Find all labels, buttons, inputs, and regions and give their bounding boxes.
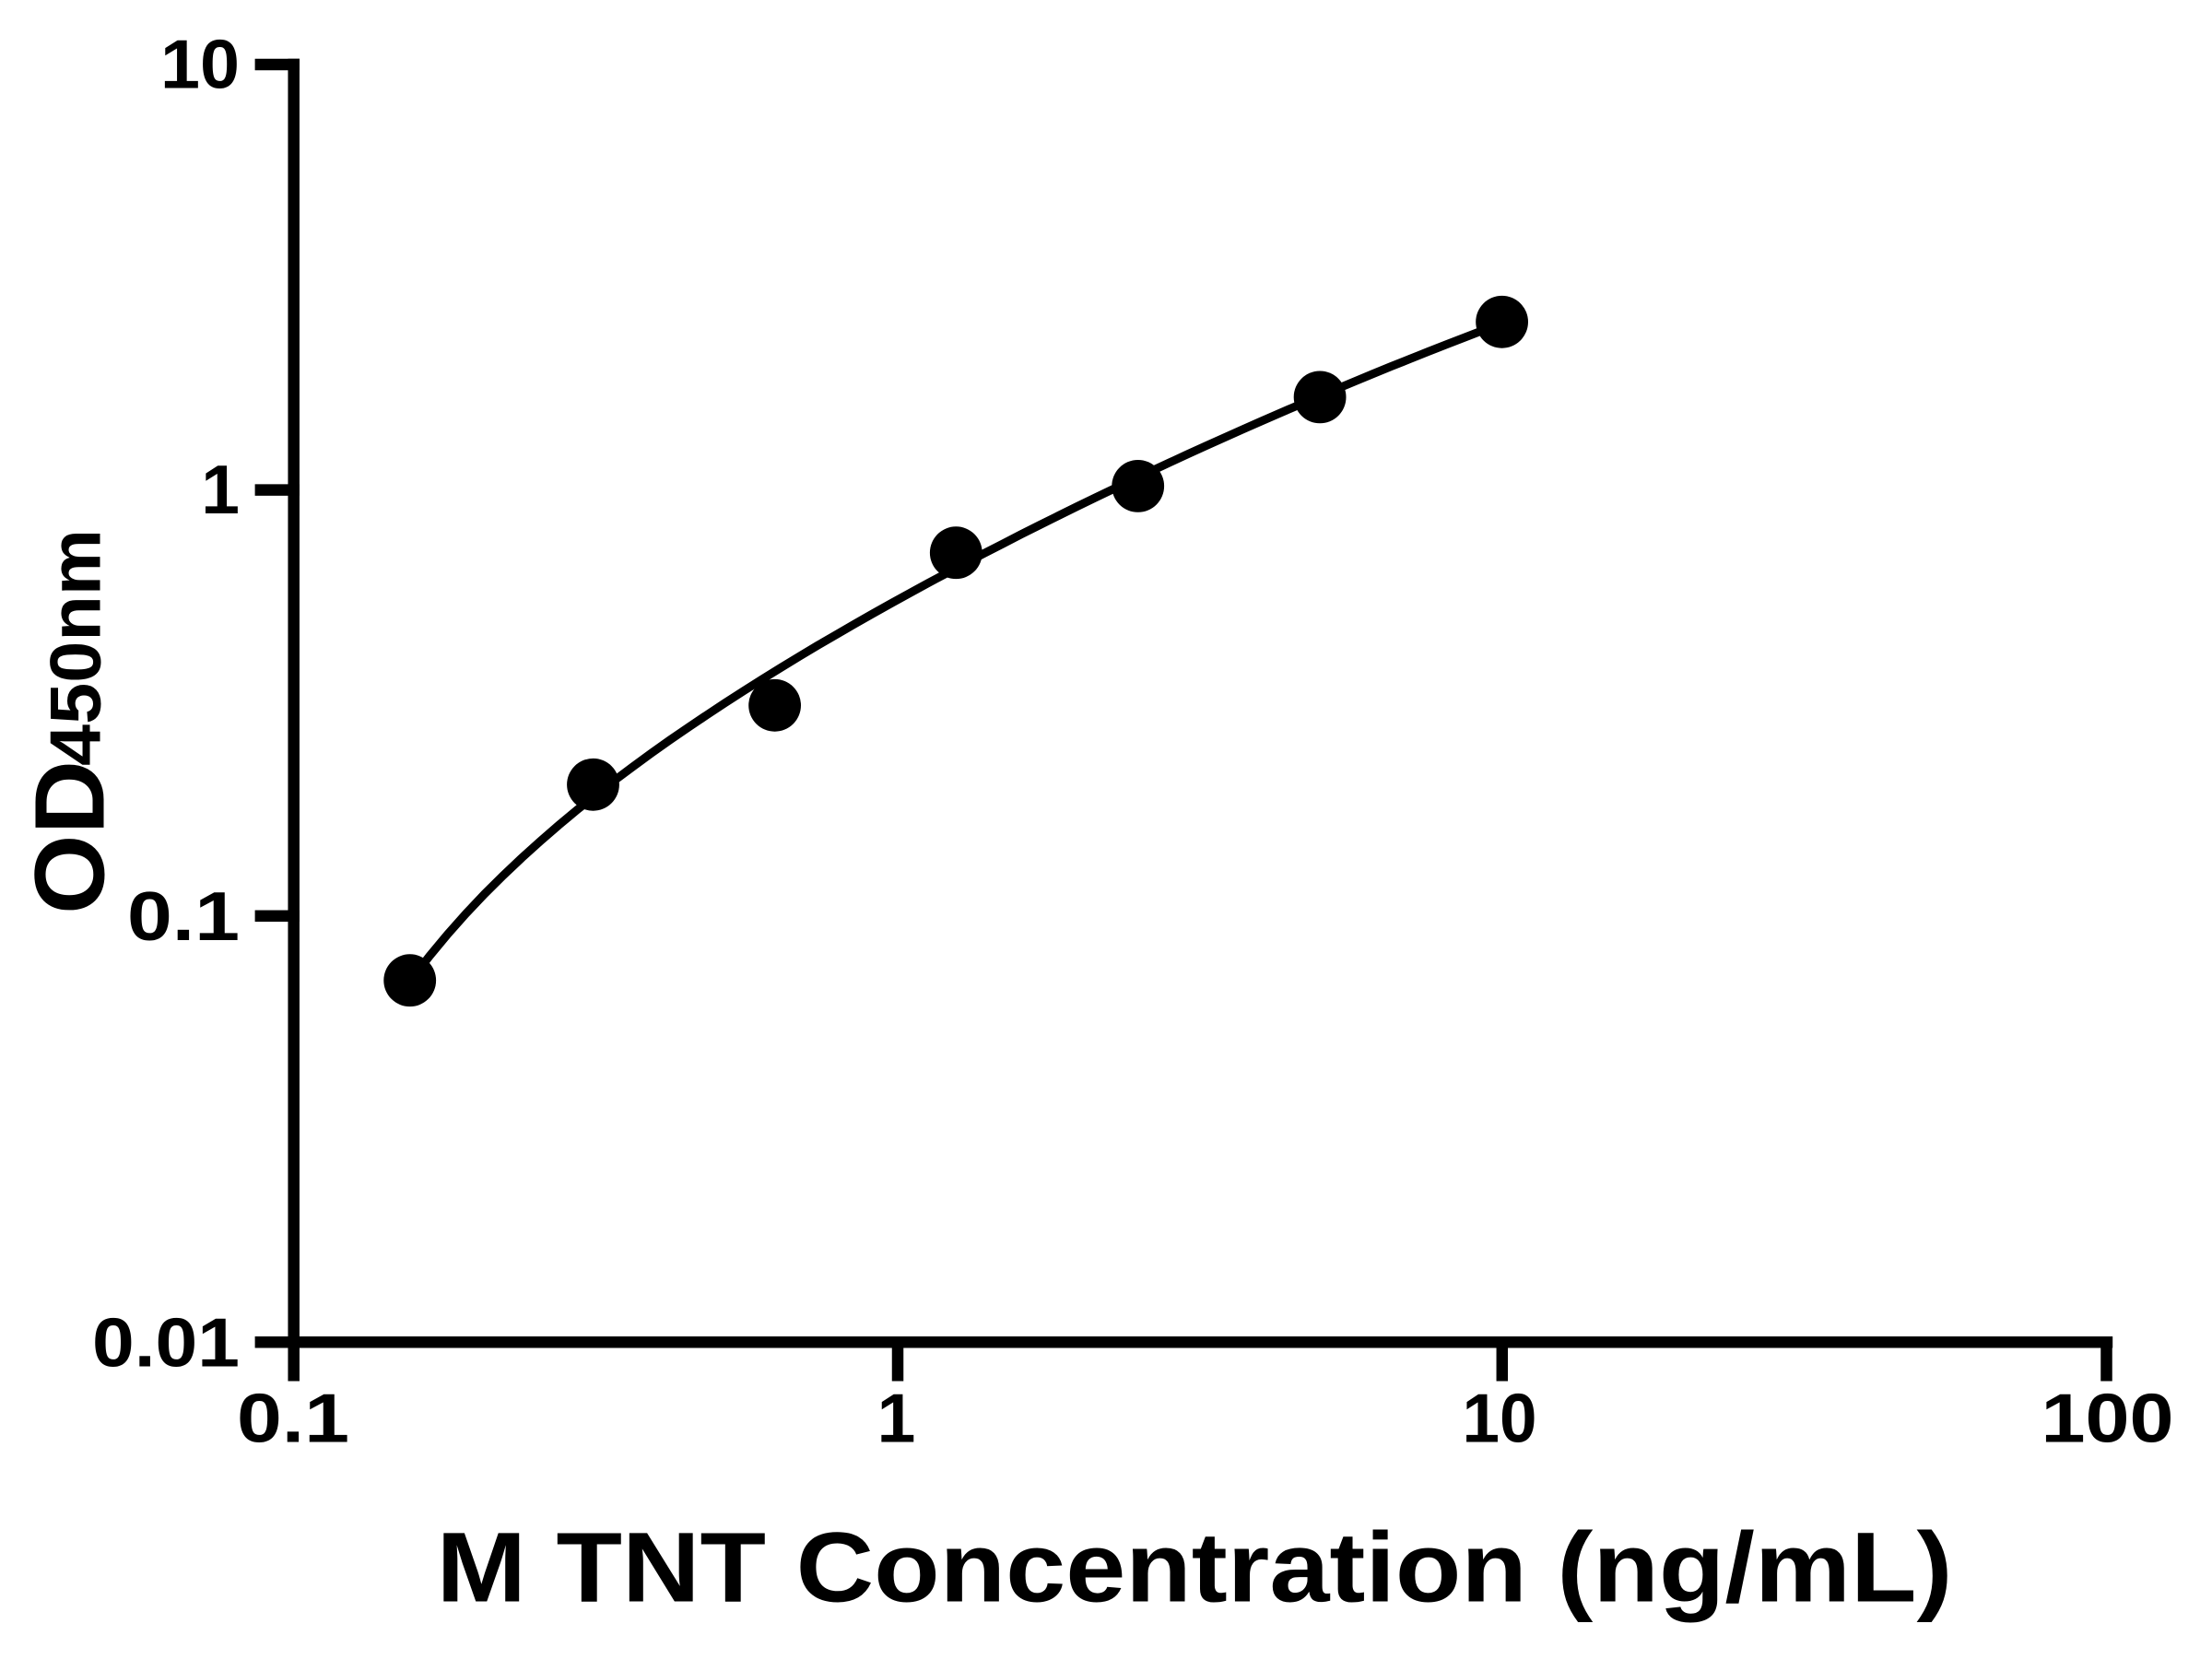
- svg-text:0.1: 0.1: [127, 877, 240, 955]
- svg-text:450nm: 450nm: [35, 529, 116, 766]
- svg-text:1: 1: [877, 1380, 916, 1457]
- svg-text:100: 100: [2041, 1380, 2174, 1457]
- svg-text:0.01: 0.01: [92, 1303, 240, 1381]
- svg-text:M TNT Concentration (ng/mL): M TNT Concentration (ng/mL): [437, 1512, 1953, 1623]
- svg-text:0.1: 0.1: [237, 1380, 349, 1457]
- svg-text:1: 1: [201, 451, 240, 528]
- svg-text:OD: OD: [14, 760, 125, 914]
- svg-text:10: 10: [160, 26, 240, 103]
- svg-text:10: 10: [1463, 1380, 1537, 1457]
